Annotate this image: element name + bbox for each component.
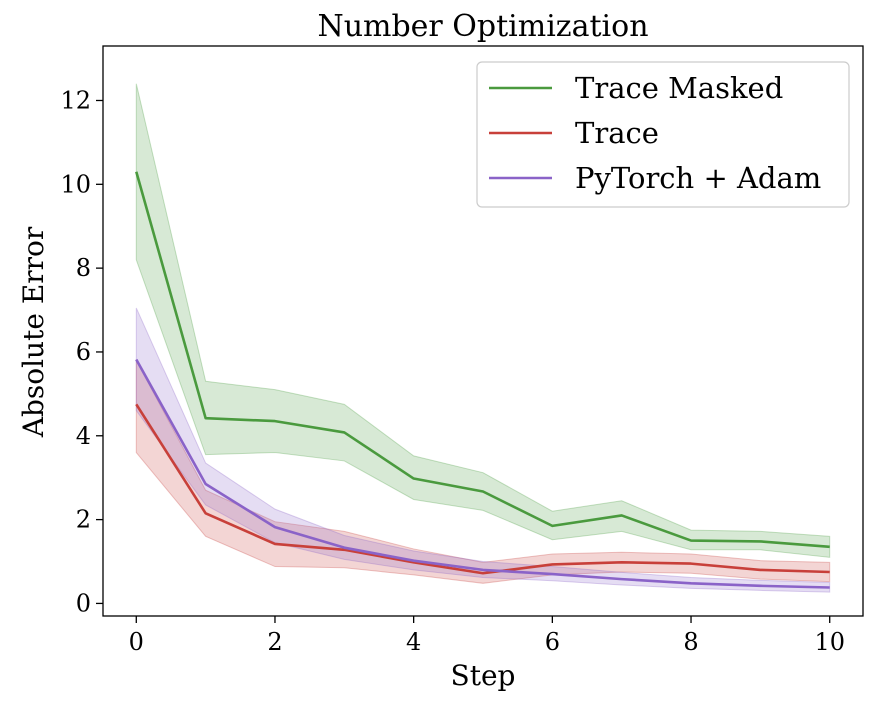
- legend-box: [476, 61, 850, 208]
- chart-title: Number Optimization: [317, 9, 648, 44]
- y-tick-label: 4: [76, 422, 91, 450]
- confidence-bands: [135, 83, 831, 593]
- y-tick-label: 12: [60, 86, 91, 114]
- legend-label: Trace: [575, 116, 659, 150]
- x-tick-label: 0: [129, 628, 144, 656]
- x-tick-label: 10: [814, 628, 845, 656]
- x-axis-ticks: 0 2 4 6 8 10: [129, 616, 845, 656]
- x-tick-label: 2: [267, 628, 282, 656]
- band-trace: [135, 360, 831, 584]
- band-pytorch-adam: [135, 307, 831, 593]
- legend: Trace Masked Trace PyTorch + Adam: [476, 61, 850, 208]
- x-tick-label: 8: [683, 628, 698, 656]
- legend-label: Trace Masked: [575, 71, 783, 105]
- y-tick-label: 10: [60, 170, 91, 198]
- y-axis-ticks: 0 2 4 6 8 10 12: [60, 86, 103, 617]
- x-tick-label: 4: [406, 628, 421, 656]
- band-trace-masked: [135, 83, 831, 558]
- y-tick-label: 6: [76, 338, 91, 366]
- x-tick-label: 6: [545, 628, 560, 656]
- y-tick-label: 8: [76, 254, 91, 282]
- series-lines: [135, 171, 830, 589]
- y-tick-label: 2: [76, 506, 91, 534]
- y-axis-label: Absolute Error: [17, 226, 50, 438]
- y-tick-label: 0: [76, 589, 91, 617]
- legend-label: PyTorch + Adam: [575, 161, 821, 195]
- line-pytorch-adam: [135, 358, 830, 589]
- line-trace-masked: [135, 171, 830, 549]
- plot-frame: [102, 45, 864, 617]
- line-trace: [135, 403, 830, 575]
- x-axis-label: Step: [451, 659, 516, 692]
